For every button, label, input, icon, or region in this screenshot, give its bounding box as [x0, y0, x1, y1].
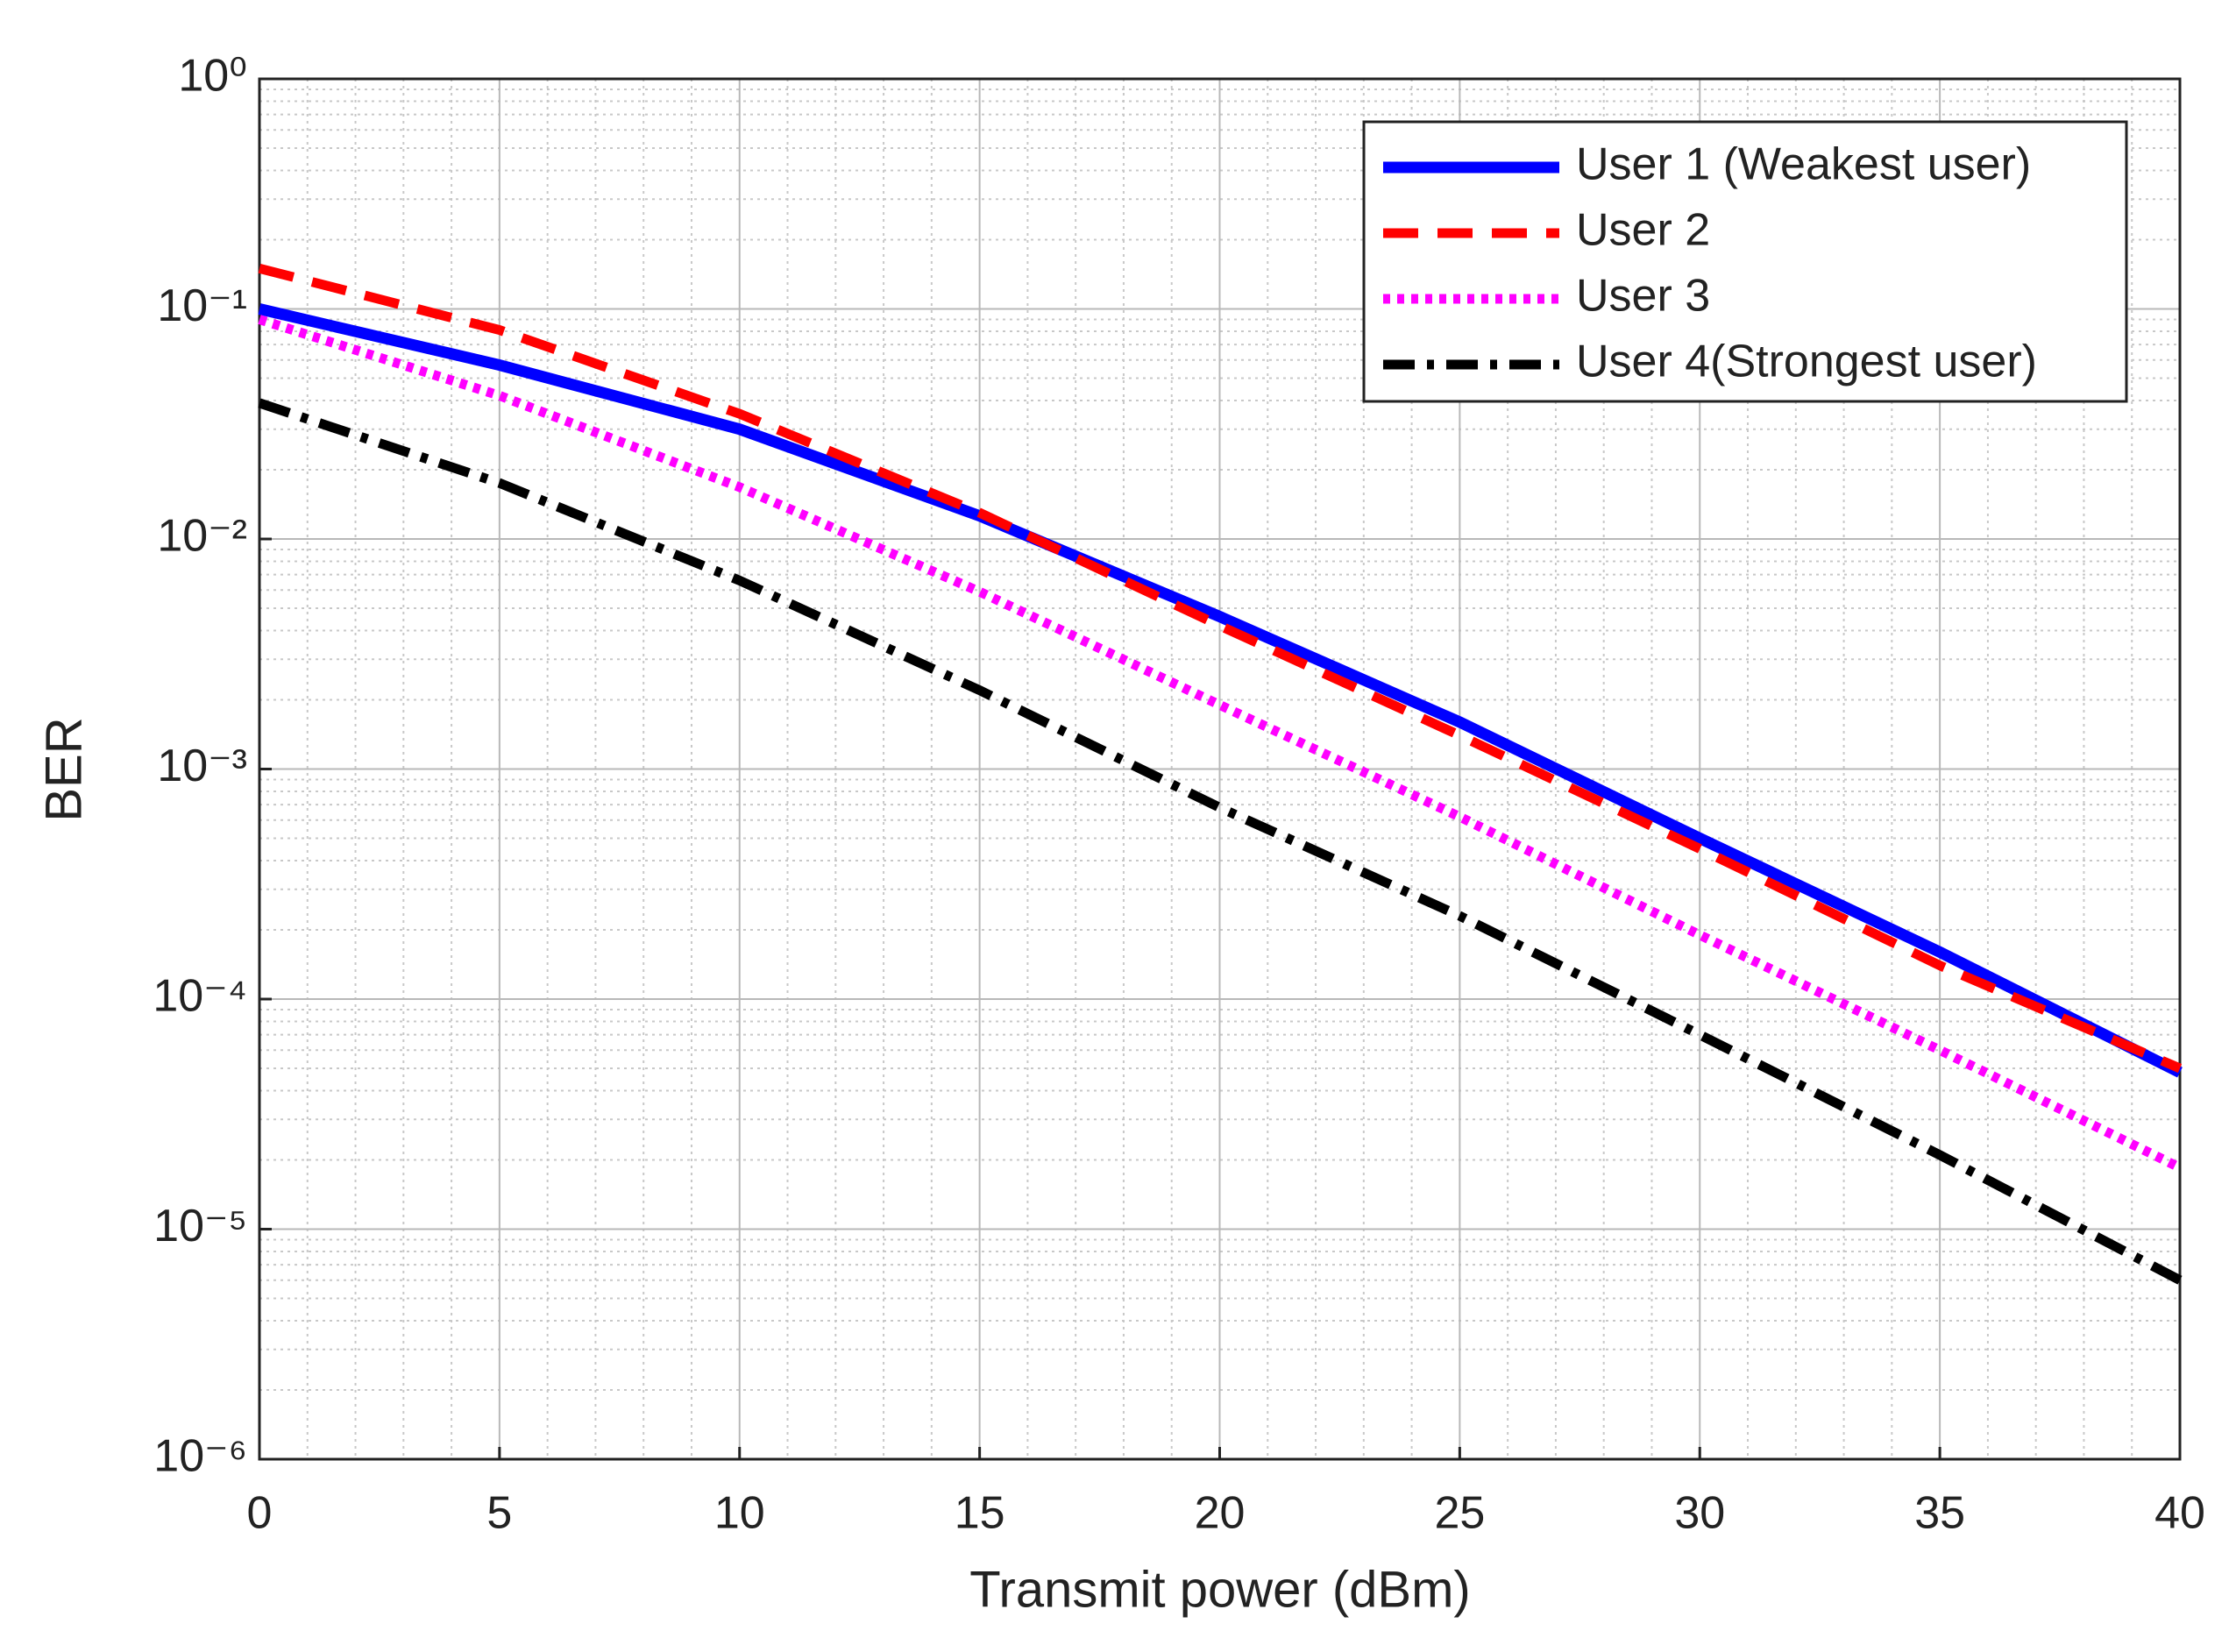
- x-tick-label: 35: [1914, 1488, 1965, 1539]
- series-line: [258, 263, 2183, 1074]
- x-tick-label: 30: [1674, 1488, 1725, 1539]
- series-line: [258, 303, 2183, 1078]
- y-tick-label: 10⁻⁵: [153, 1201, 247, 1251]
- y-axis-label: BER: [35, 717, 92, 821]
- y-tick-label: 10⁻⁴: [153, 971, 247, 1022]
- y-tick-label: 10⁰: [178, 51, 247, 102]
- x-tick-label: 20: [1195, 1488, 1246, 1539]
- legend: User 1 (Weakest user) User 2 User 3 User 4(…: [1362, 120, 2128, 403]
- x-axis-label: Transmit power (dBm): [969, 1561, 1471, 1618]
- x-tick-label: 10: [714, 1488, 765, 1539]
- series-line: [258, 398, 2183, 1285]
- series-line: [258, 315, 2183, 1173]
- x-tick-label: 5: [486, 1488, 512, 1539]
- legend-label: User 2: [1576, 205, 1710, 256]
- y-tick-label: 10⁻²: [157, 511, 247, 562]
- legend-label: User 3: [1576, 271, 1710, 322]
- y-tick-label: 10⁻³: [157, 741, 247, 791]
- x-tick-label: 40: [2154, 1488, 2205, 1539]
- legend-label: User 4(Strongest user): [1576, 337, 2037, 387]
- x-tick-label: 0: [247, 1488, 273, 1539]
- x-tick-label: 15: [955, 1488, 1005, 1539]
- plot-frame: [258, 77, 2182, 1461]
- x-tick-label: 25: [1434, 1488, 1485, 1539]
- y-tick-label: 10⁻⁶: [153, 1431, 247, 1482]
- legend-label: User 1 (Weakest user): [1576, 139, 2031, 190]
- y-tick-label: 10⁻¹: [157, 280, 247, 331]
